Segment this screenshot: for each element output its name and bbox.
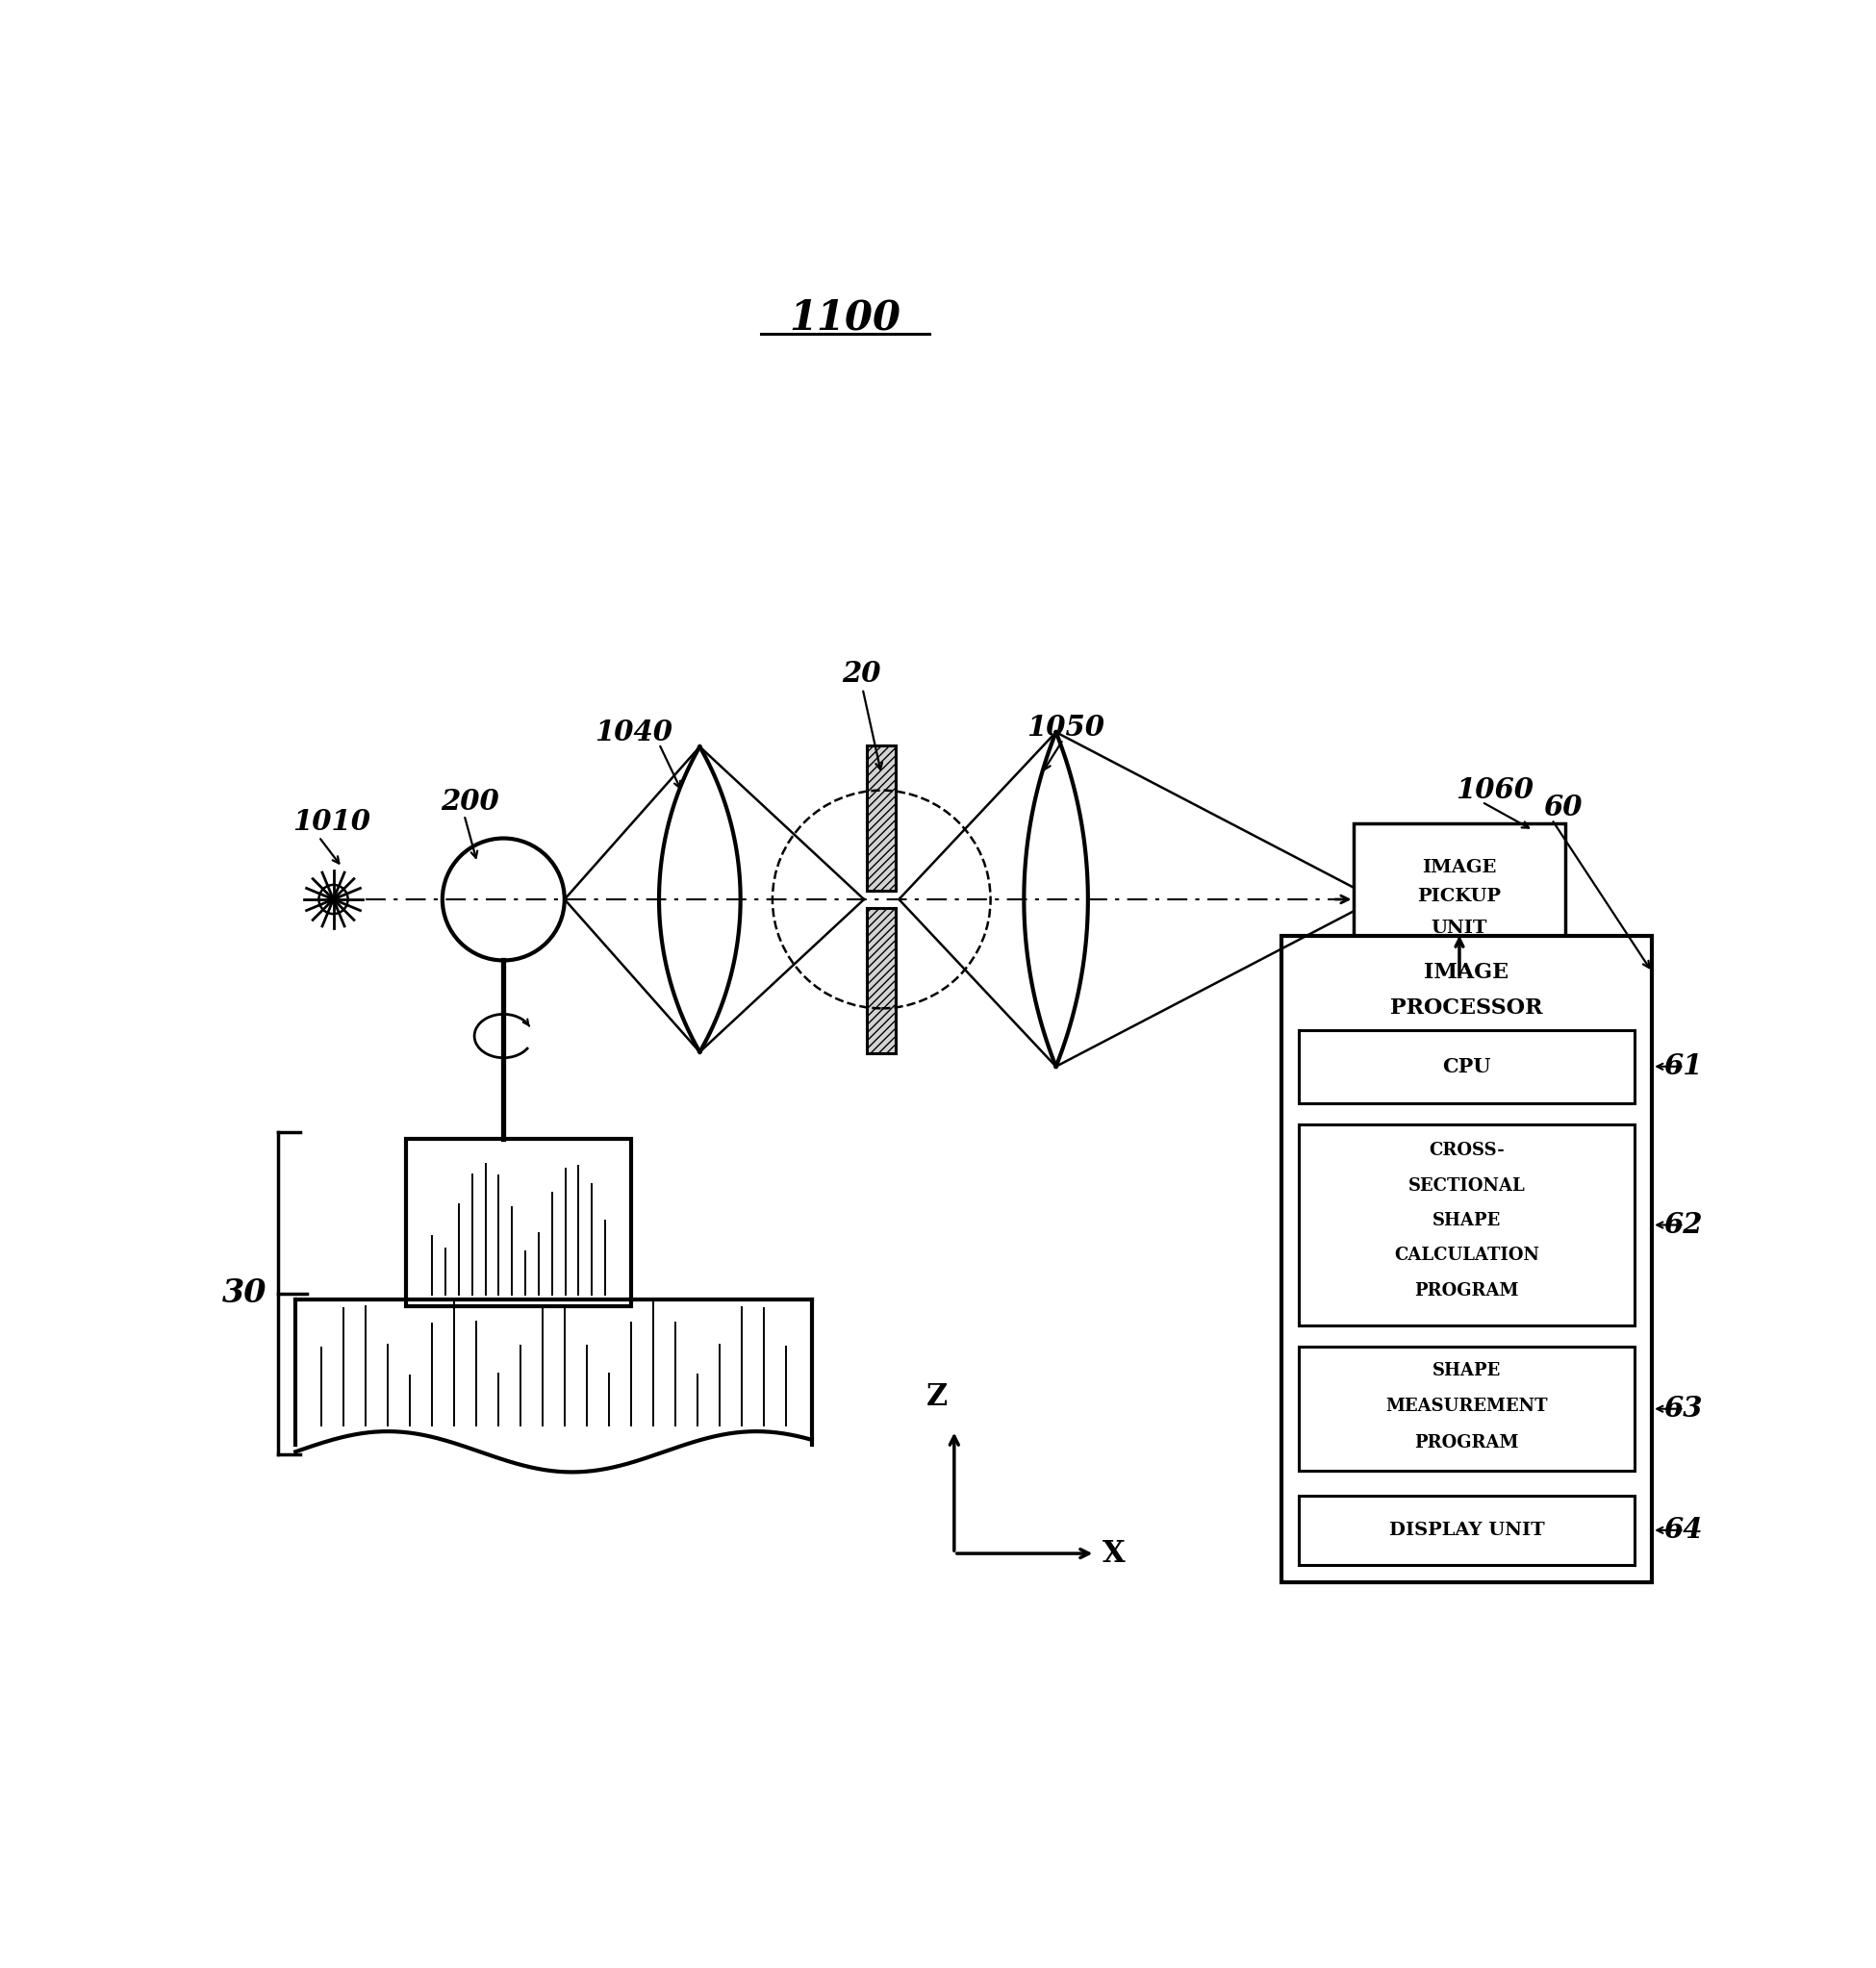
Text: 20: 20 [842, 659, 882, 689]
Bar [405, 1139, 632, 1307]
Text: 61: 61 [1664, 1053, 1703, 1080]
Text: X: X [1103, 1539, 1126, 1568]
Text: CROSS-: CROSS- [1430, 1141, 1505, 1159]
Text: PICKUP: PICKUP [1418, 888, 1501, 905]
Text: 62: 62 [1664, 1210, 1703, 1240]
Text: PROGRAM: PROGRAM [1415, 1281, 1520, 1299]
Bar [1298, 1346, 1634, 1470]
Text: PROGRAM: PROGRAM [1415, 1435, 1520, 1452]
Text: PROCESSOR: PROCESSOR [1390, 998, 1542, 1019]
Text: SHAPE: SHAPE [1433, 1212, 1501, 1230]
Bar [867, 746, 897, 892]
Text: MEASUREMENT: MEASUREMENT [1386, 1397, 1548, 1415]
Text: CPU: CPU [1443, 1057, 1491, 1076]
Text: 1010: 1010 [293, 809, 371, 836]
Text: SHAPE: SHAPE [1433, 1362, 1501, 1380]
Text: IMAGE: IMAGE [1424, 962, 1508, 982]
Text: CALCULATION: CALCULATION [1394, 1248, 1540, 1263]
Text: 1050: 1050 [1026, 714, 1105, 742]
Text: DISPLAY UNIT: DISPLAY UNIT [1388, 1521, 1544, 1539]
Bar [1298, 1029, 1634, 1102]
Text: 60: 60 [1542, 793, 1581, 823]
Text: 30: 30 [221, 1277, 266, 1309]
Bar [1298, 1496, 1634, 1565]
Text: 63: 63 [1664, 1395, 1703, 1423]
Text: 1060: 1060 [1456, 777, 1535, 805]
Text: IMAGE: IMAGE [1422, 858, 1497, 876]
Bar [1281, 935, 1653, 1582]
Text: Z: Z [927, 1384, 947, 1413]
Text: UNIT: UNIT [1431, 919, 1488, 937]
Bar [1354, 823, 1565, 976]
Text: 64: 64 [1664, 1515, 1703, 1545]
Text: 1100: 1100 [790, 297, 900, 338]
Text: 200: 200 [441, 787, 499, 817]
Bar [867, 907, 897, 1053]
Bar [1298, 1124, 1634, 1324]
Text: 1040: 1040 [595, 718, 673, 746]
Text: SECTIONAL: SECTIONAL [1409, 1177, 1525, 1195]
